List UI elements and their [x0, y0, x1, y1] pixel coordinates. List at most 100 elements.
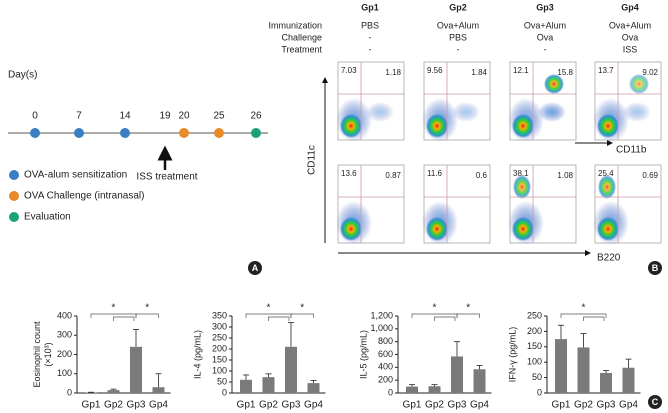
bar — [428, 386, 441, 393]
population — [452, 102, 480, 122]
day-label: 25 — [213, 111, 225, 122]
x-tick-label: Gp2 — [574, 400, 593, 411]
quadrant-value: 12.1 — [513, 66, 529, 75]
y-axis-label: Eosinophil count — [32, 321, 42, 388]
bar — [152, 387, 165, 393]
row-label: Treatment — [281, 44, 322, 54]
y-tick-label: 200 — [57, 349, 72, 359]
legend-label: OVA-alum sensitization — [24, 170, 127, 181]
population — [512, 217, 534, 241]
y-axis-label: IL-5 (pg/mL) — [358, 330, 368, 379]
quadrant-value: 0.6 — [476, 171, 488, 180]
day-label: 14 — [119, 111, 131, 122]
y-axis-label: IFN-γ (pg/mL) — [507, 327, 517, 383]
day-dot — [179, 128, 189, 138]
bar — [473, 369, 486, 393]
y-tick-label: 300 — [57, 330, 72, 340]
quadrant-value: 25.4 — [598, 169, 614, 178]
condition: ISS — [623, 44, 638, 54]
bar — [307, 383, 320, 393]
condition: Ova+Alum — [524, 20, 566, 30]
significance-mark: * — [433, 303, 437, 314]
significance-mark: * — [145, 303, 149, 314]
population — [366, 102, 394, 122]
y-tick-label: 1,000 — [370, 323, 393, 333]
population — [597, 114, 619, 138]
quadrant-value: 38.1 — [513, 169, 529, 178]
population — [598, 175, 616, 199]
y-tick-label: 300 — [212, 321, 227, 331]
day-dot — [251, 128, 261, 138]
x-tick-label: Gp3 — [597, 400, 616, 411]
x-tick-label: Gp4 — [149, 400, 168, 411]
day-label: 0 — [32, 111, 38, 122]
legend-dot — [9, 170, 19, 180]
x-label: CD11b — [616, 145, 647, 156]
quadrant-value: 1.84 — [471, 68, 487, 77]
panel-badge — [648, 395, 662, 409]
y-axis-label: (×10³) — [43, 342, 53, 366]
day-label: 19 — [159, 111, 171, 122]
y-tick-label: 150 — [527, 341, 542, 351]
population — [426, 217, 448, 241]
legend-label: Evaluation — [24, 212, 71, 223]
significance-bracket — [290, 313, 314, 318]
y-tick-label: 100 — [212, 365, 227, 375]
row-label: Immunization — [268, 20, 322, 30]
y-tick-label: 0 — [537, 387, 542, 397]
x-tick-label: Gp2 — [259, 400, 278, 411]
x-tick-label: Gp3 — [127, 400, 146, 411]
quadrant-value: 11.6 — [427, 169, 443, 178]
group-label: Gp2 — [449, 2, 467, 12]
y-label: CD11c — [307, 145, 318, 175]
bar — [285, 346, 297, 393]
bar — [622, 367, 635, 393]
y-tick-label: 250 — [527, 310, 542, 320]
population — [340, 114, 362, 138]
y-tick-label: 150 — [212, 354, 227, 364]
timeline-axis-label: Day(s) — [8, 70, 37, 81]
x-tick-label: Gp4 — [619, 400, 638, 411]
quadrant-value: 13.6 — [341, 169, 357, 178]
x-tick-label: Gp1 — [82, 400, 101, 411]
day-dot — [120, 128, 130, 138]
significance-mark: * — [267, 303, 271, 314]
y-tick-label: 200 — [378, 375, 393, 385]
bar — [262, 377, 275, 393]
population — [340, 217, 362, 241]
legend-dot — [9, 191, 19, 201]
y-tick-label: 50 — [532, 372, 542, 382]
significance-bracket — [268, 316, 290, 321]
significance-bracket — [135, 313, 159, 318]
quadrant-value: 9.02 — [642, 68, 658, 77]
x-label: B220 — [597, 253, 621, 264]
significance-bracket — [560, 313, 607, 318]
population — [623, 102, 651, 122]
day-label: 7 — [76, 111, 82, 122]
population — [513, 175, 531, 199]
bar — [240, 379, 252, 393]
x-tick-label: Gp3 — [448, 400, 467, 411]
significance-mark: * — [582, 303, 586, 314]
condition: Ova+Alum — [437, 20, 479, 30]
y-tick-label: 100 — [527, 357, 542, 367]
y-axis-label: IL-4 (pg/mL) — [192, 330, 202, 379]
significance-bracket — [113, 316, 135, 321]
x-tick-label: Gp3 — [282, 400, 301, 411]
x-tick-label: Gp1 — [403, 400, 422, 411]
condition: - — [457, 44, 460, 54]
condition: - — [369, 32, 372, 42]
significance-bracket — [456, 313, 480, 318]
condition: PBS — [361, 20, 379, 30]
x-tick-label: Gp2 — [425, 400, 444, 411]
y-tick-label: 200 — [527, 326, 542, 336]
panel-label: C — [652, 397, 659, 407]
day-dot — [74, 128, 84, 138]
quadrant-value: 9.56 — [427, 66, 443, 75]
significance-mark: * — [300, 303, 304, 314]
x-tick-label: Gp4 — [304, 400, 323, 411]
legend-dot — [9, 212, 19, 222]
population — [629, 74, 649, 94]
condition: Ova+Alum — [609, 20, 651, 30]
